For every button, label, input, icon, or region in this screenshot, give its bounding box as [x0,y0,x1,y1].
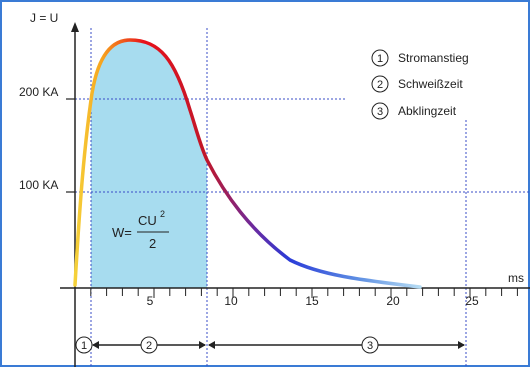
phase-arrows: 1 2 3 [75,336,465,354]
legend-item-stromanstieg: 1 Stromanstieg [371,49,469,67]
arrow-right-icon [199,341,206,349]
phase2-number: 2 [146,340,152,352]
x-axis-ticks [90,288,518,298]
legend-number: 1 [377,53,383,65]
phase3-circle-icon [361,336,379,354]
legend: 1 Stromanstieg 2 Schweißzeit 3 Abklingze… [371,49,469,120]
energy-formula: W= CU 2 2 [112,209,169,251]
x-axis-unit: ms [508,271,524,285]
y-tick-label-100: 100 KA [19,178,58,192]
x-tick-label-5: 5 [147,294,154,308]
legend-number: 3 [377,106,383,118]
legend-item-abklingzeit: 3 Abklingzeit [371,102,457,120]
formula-numerator: CU [138,213,157,228]
y-tick-label-200: 200 KA [19,85,58,99]
legend-label: Abklingzeit [398,104,457,118]
arrow-right-icon [458,341,465,349]
legend-number: 2 [377,79,383,91]
legend-number-circle-icon [371,102,389,120]
legend-label: Stromanstieg [398,51,469,65]
legend-label: Schweißzeit [398,77,463,91]
formula-prefix: W= [112,225,132,240]
formula-exponent: 2 [160,209,165,219]
y-axis-label: J = U [30,11,58,25]
arrow-left-icon [92,341,99,349]
phase2-circle-icon [140,336,158,354]
legend-number-circle-icon [371,49,389,67]
y-axis-arrow-icon [71,22,79,32]
current-curve [73,38,422,289]
x-tick-label-10: 10 [224,294,238,308]
phase1-number: 1 [81,340,87,352]
legend-item-schweisszeit: 2 Schweißzeit [371,75,463,93]
x-tick-label-25: 25 [465,294,479,308]
x-tick-label-15: 15 [305,294,319,308]
phase3-number: 3 [367,340,373,352]
x-tick-label-20: 20 [386,294,400,308]
arrow-left-icon [208,341,215,349]
weld-energy-area [91,40,207,288]
formula-denominator: 2 [149,236,156,251]
legend-number-circle-icon [371,75,389,93]
